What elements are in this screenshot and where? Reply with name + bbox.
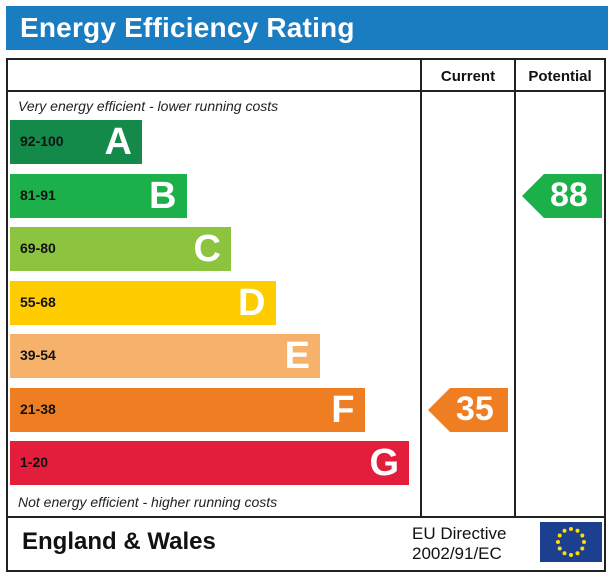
potential-rating-arrow: 88 (522, 173, 602, 218)
band-letter-label: F (331, 388, 355, 431)
current-rating-arrow-value: 35 (456, 389, 494, 428)
band-letter-label: E (284, 335, 310, 377)
eu-star (582, 540, 586, 544)
band-letter-label: B (149, 174, 177, 217)
eu-star (557, 533, 562, 538)
current-column-divider (420, 60, 422, 518)
footer-divider (8, 516, 604, 518)
band-letter-label: D (238, 281, 266, 324)
eu-star (580, 533, 585, 538)
band-g: 1-20 G (10, 441, 409, 485)
band-range-label: 55-68 (20, 293, 56, 310)
eu-star (569, 527, 573, 531)
potential-column-divider (514, 60, 516, 518)
directive-line-1: EU Directive (412, 524, 507, 543)
band-range-label: 69-80 (20, 240, 56, 256)
band-range-label: 81-91 (20, 186, 56, 203)
eu-star (569, 553, 573, 557)
band-a: 92-100 A (10, 120, 142, 164)
band-d: 55-68 D (10, 280, 276, 325)
title-banner: Energy Efficiency Rating (6, 6, 608, 50)
band-range-label: 92-100 (20, 133, 64, 149)
bottom-note: Not energy efficient - higher running co… (18, 494, 278, 510)
band-b: 81-91 B (10, 173, 187, 218)
band-e: 39-54 E (10, 334, 320, 378)
band-range-label: 1-20 (20, 454, 49, 470)
eu-star (556, 540, 560, 544)
eu-star (580, 546, 585, 551)
header-row-divider (8, 90, 604, 92)
top-note: Very energy efficient - lower running co… (18, 98, 279, 114)
band-letter-label: C (193, 228, 221, 270)
eu-star (562, 528, 567, 533)
band-letter-label: G (369, 442, 399, 484)
band-c: 69-80 C (10, 227, 231, 271)
chart-title: Energy Efficiency Rating (20, 12, 355, 43)
eu-star (575, 528, 580, 533)
current-rating-arrow: 35 (428, 387, 508, 432)
eu-flag-icon (540, 522, 602, 567)
potential-column-header: Potential (528, 68, 592, 85)
current-column-header: Current (440, 68, 496, 85)
band-letter-label: A (104, 121, 132, 163)
eu-star (557, 546, 562, 551)
band-f: 21-38 F (10, 387, 365, 432)
eu-directive: EU Directive 2002/91/EC (412, 524, 506, 564)
rating-frame: Current Potential Very energy efficient … (6, 58, 606, 572)
potential-rating-arrow-value: 88 (550, 175, 588, 214)
footer-region: England & Wales (22, 528, 216, 555)
eu-star (575, 551, 580, 556)
directive-line-2: 2002/91/EC (412, 544, 502, 563)
potential-rating-arrow-shape (522, 173, 602, 218)
band-range-label: 39-54 (20, 347, 56, 363)
current-rating-arrow-shape (428, 387, 508, 432)
band-range-label: 21-38 (20, 400, 56, 417)
eu-star (562, 551, 567, 556)
